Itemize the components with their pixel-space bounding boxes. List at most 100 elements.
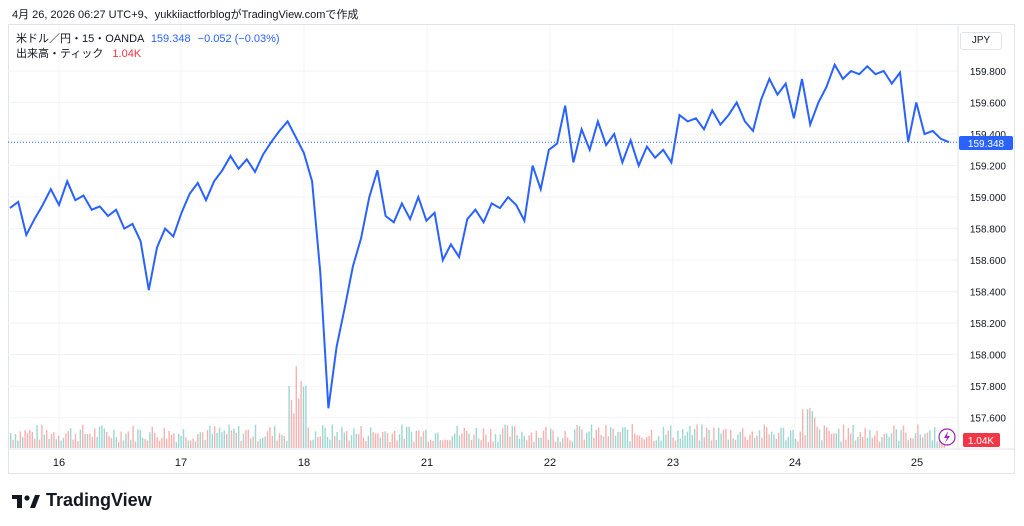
- volume-bar: [10, 433, 12, 448]
- volume-bar: [125, 433, 127, 448]
- volume-bar: [346, 431, 348, 448]
- volume-bar: [221, 432, 223, 448]
- volume-bar: [283, 436, 285, 448]
- volume-bar: [847, 427, 849, 448]
- volume-bar: [862, 437, 864, 448]
- volume-bar: [293, 413, 295, 448]
- volume-bar: [89, 433, 91, 448]
- volume-bar: [266, 431, 269, 448]
- volume-bar: [514, 426, 516, 448]
- volume-bar: [329, 439, 331, 448]
- volume-bar: [408, 426, 410, 448]
- volume-bar: [211, 433, 213, 448]
- y-tick-label: 159.400: [970, 130, 1007, 141]
- lightning-icon[interactable]: [938, 428, 956, 446]
- volume-bar: [84, 434, 86, 448]
- volume-bar: [653, 440, 655, 448]
- volume-bar: [881, 437, 883, 448]
- volume-bar: [722, 429, 725, 448]
- tradingview-logo[interactable]: TradingView: [12, 490, 152, 511]
- volume-bar: [449, 440, 451, 448]
- volume-bar: [720, 433, 722, 448]
- volume-bar: [204, 439, 206, 448]
- volume-bar: [199, 432, 201, 448]
- volume-bar: [792, 429, 794, 448]
- volume-bar: [475, 428, 477, 448]
- volume-bar: [122, 440, 125, 448]
- volume-label[interactable]: 出来高・ティック: [16, 48, 104, 60]
- price-tag: 159.348: [968, 139, 1005, 150]
- volume-bar: [202, 432, 204, 448]
- volume-bar: [511, 425, 513, 448]
- y-tick-label: 158.600: [970, 256, 1007, 267]
- volume-bar: [751, 431, 753, 448]
- volume-bar: [838, 428, 840, 448]
- volume-bar: [888, 437, 890, 448]
- volume-bar: [437, 432, 439, 448]
- volume-bar: [554, 441, 557, 448]
- volume-bar: [540, 437, 542, 448]
- volume-bar: [101, 425, 103, 448]
- volume-bar: [917, 424, 919, 448]
- volume-bar: [823, 425, 825, 448]
- volume-bar: [206, 430, 209, 448]
- volume-bar: [209, 425, 211, 448]
- volume-bar: [869, 429, 871, 448]
- y-tick-label: 159.000: [970, 193, 1007, 204]
- volume-bar: [557, 436, 559, 448]
- volume-bar: [250, 438, 252, 448]
- volume-bar: [850, 433, 852, 448]
- x-tick-label: 24: [789, 457, 801, 469]
- volume-bar: [137, 429, 139, 448]
- volume-bar: [494, 434, 497, 448]
- y-tick-label: 158.800: [970, 225, 1007, 236]
- volume-bar: [74, 433, 77, 448]
- volume-bar: [828, 430, 830, 448]
- volume-bar: [931, 440, 933, 448]
- volume-bar: [569, 440, 571, 448]
- volume-bar: [398, 434, 401, 448]
- volume-value: 1.04K: [112, 48, 142, 60]
- volume-bar: [929, 430, 931, 448]
- volume-bar: [331, 424, 333, 448]
- volume-bar: [864, 428, 866, 448]
- volume-bar: [26, 433, 29, 448]
- volume-bar: [67, 431, 69, 448]
- volume-bar: [749, 434, 751, 448]
- y-tick-label: 157.600: [970, 414, 1007, 425]
- volume-bar: [65, 433, 67, 448]
- volume-bar: [809, 408, 811, 448]
- volume-bar: [516, 435, 518, 448]
- volume-tag-bg: [963, 433, 1000, 447]
- volume-bar: [360, 426, 362, 448]
- volume-bar: [319, 436, 321, 448]
- volume-bar: [787, 437, 789, 448]
- volume-bar: [876, 430, 878, 448]
- volume-bar: [677, 430, 679, 448]
- volume-bar: [672, 437, 674, 448]
- volume-bar: [833, 433, 835, 448]
- volume-bar: [307, 427, 309, 448]
- volume-bar: [602, 436, 605, 448]
- chart-frame: [8, 24, 1015, 474]
- volume-bar: [144, 439, 146, 448]
- currency-button[interactable]: JPY: [960, 32, 1002, 50]
- volume-bar: [173, 433, 175, 448]
- volume-bar: [816, 426, 818, 448]
- volume-bar: [574, 429, 576, 448]
- y-tick-label: 158.200: [970, 319, 1007, 330]
- volume-bar: [924, 433, 926, 448]
- volume-bar: [713, 427, 715, 448]
- volume-bar: [120, 431, 122, 448]
- volume-bar: [701, 424, 703, 448]
- symbol-label[interactable]: 米ドル／円・15・OANDA: [16, 33, 144, 45]
- volume-bar: [586, 432, 588, 448]
- volume-bar: [281, 434, 283, 448]
- volume-bar: [463, 427, 465, 448]
- volume-bar: [230, 430, 233, 448]
- volume-bar: [492, 441, 494, 448]
- chart-legend: 米ドル／円・15・OANDA 159.348 −0.052 (−0.03%) 出…: [16, 32, 280, 62]
- volume-bar: [583, 439, 585, 448]
- volume-bar: [646, 437, 648, 448]
